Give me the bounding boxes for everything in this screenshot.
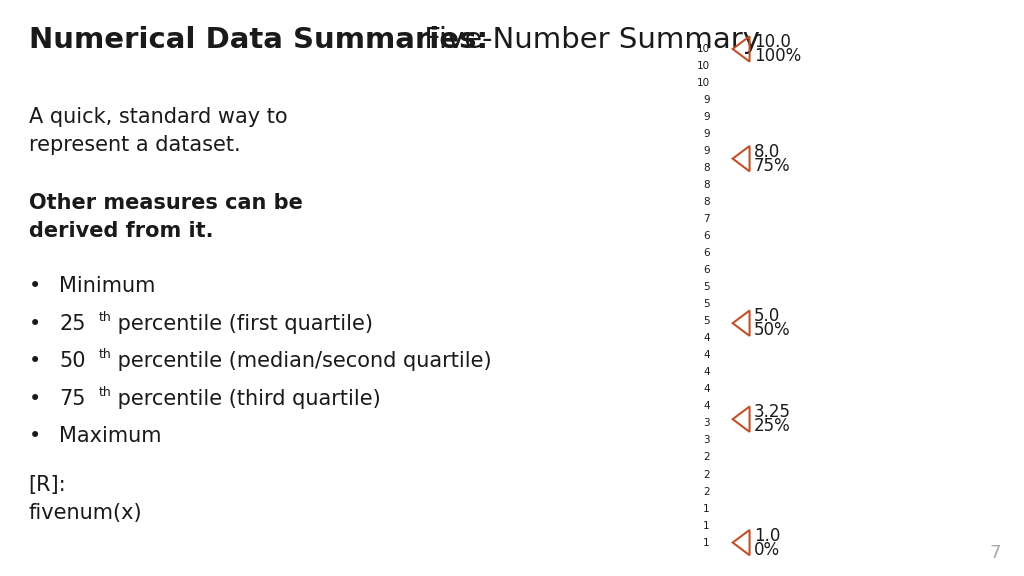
Text: 4: 4: [703, 367, 710, 377]
Text: 50%: 50%: [754, 321, 791, 339]
Text: 25%: 25%: [754, 417, 791, 435]
Text: Five-Number Summary: Five-Number Summary: [415, 26, 760, 54]
Text: 25: 25: [59, 314, 86, 334]
Text: Minimum: Minimum: [59, 276, 156, 297]
Text: 3.25: 3.25: [754, 403, 791, 421]
Text: 2: 2: [703, 469, 710, 479]
Text: [R]:
fivenum(x): [R]: fivenum(x): [29, 475, 142, 523]
Text: 6: 6: [703, 248, 710, 258]
Text: 10: 10: [696, 61, 710, 71]
Text: 50: 50: [59, 351, 86, 372]
Text: 6: 6: [703, 265, 710, 275]
Text: •: •: [29, 389, 41, 409]
Text: 7: 7: [990, 544, 1001, 562]
Text: 8: 8: [703, 197, 710, 207]
Text: 3: 3: [703, 418, 710, 429]
Text: 4: 4: [703, 401, 710, 411]
Text: 9: 9: [703, 95, 710, 105]
Text: percentile (median/second quartile): percentile (median/second quartile): [111, 351, 492, 372]
Text: 9: 9: [703, 146, 710, 156]
Text: 75%: 75%: [754, 157, 791, 175]
Text: percentile (first quartile): percentile (first quartile): [111, 314, 373, 334]
Text: 4: 4: [703, 384, 710, 395]
Text: 4: 4: [703, 334, 710, 343]
Text: 6: 6: [703, 231, 710, 241]
Text: th: th: [98, 386, 111, 399]
Text: 10: 10: [696, 78, 710, 88]
Text: Other measures can be
derived from it.: Other measures can be derived from it.: [29, 193, 302, 241]
Text: 10.0: 10.0: [754, 33, 791, 51]
Text: 9: 9: [703, 129, 710, 139]
Text: Maximum: Maximum: [59, 426, 162, 446]
Text: 5.0: 5.0: [754, 307, 780, 325]
Text: th: th: [98, 311, 111, 324]
Text: 75: 75: [59, 389, 86, 409]
Text: 7: 7: [703, 214, 710, 224]
Text: 5: 5: [703, 300, 710, 309]
Text: •: •: [29, 276, 41, 297]
Text: 2: 2: [703, 453, 710, 463]
Text: •: •: [29, 351, 41, 372]
Text: 8: 8: [703, 163, 710, 173]
Text: 5: 5: [703, 282, 710, 292]
Text: 100%: 100%: [754, 47, 801, 65]
Text: A quick, standard way to
represent a dataset.: A quick, standard way to represent a dat…: [29, 107, 288, 154]
Text: 10: 10: [696, 44, 710, 54]
Text: 1: 1: [703, 503, 710, 514]
Text: •: •: [29, 314, 41, 334]
Text: 1: 1: [703, 537, 710, 548]
Text: 5: 5: [703, 316, 710, 327]
Text: •: •: [29, 426, 41, 446]
Text: 1.0: 1.0: [754, 526, 780, 545]
Text: Numerical Data Summaries:: Numerical Data Summaries:: [29, 26, 487, 54]
Text: 2: 2: [703, 487, 710, 497]
Text: 3: 3: [703, 435, 710, 445]
Text: 8: 8: [703, 180, 710, 190]
Text: 1: 1: [703, 521, 710, 530]
Text: 4: 4: [703, 350, 710, 361]
Text: 0%: 0%: [754, 540, 780, 559]
Text: percentile (third quartile): percentile (third quartile): [111, 389, 380, 409]
Text: 9: 9: [703, 112, 710, 122]
Text: th: th: [98, 348, 111, 362]
Text: 8.0: 8.0: [754, 143, 780, 161]
